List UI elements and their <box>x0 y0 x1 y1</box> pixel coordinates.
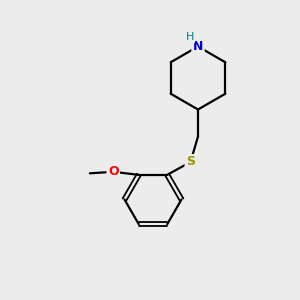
Text: N: N <box>193 40 203 53</box>
Text: H: H <box>185 32 194 42</box>
Text: O: O <box>108 165 119 178</box>
Text: S: S <box>186 155 195 169</box>
